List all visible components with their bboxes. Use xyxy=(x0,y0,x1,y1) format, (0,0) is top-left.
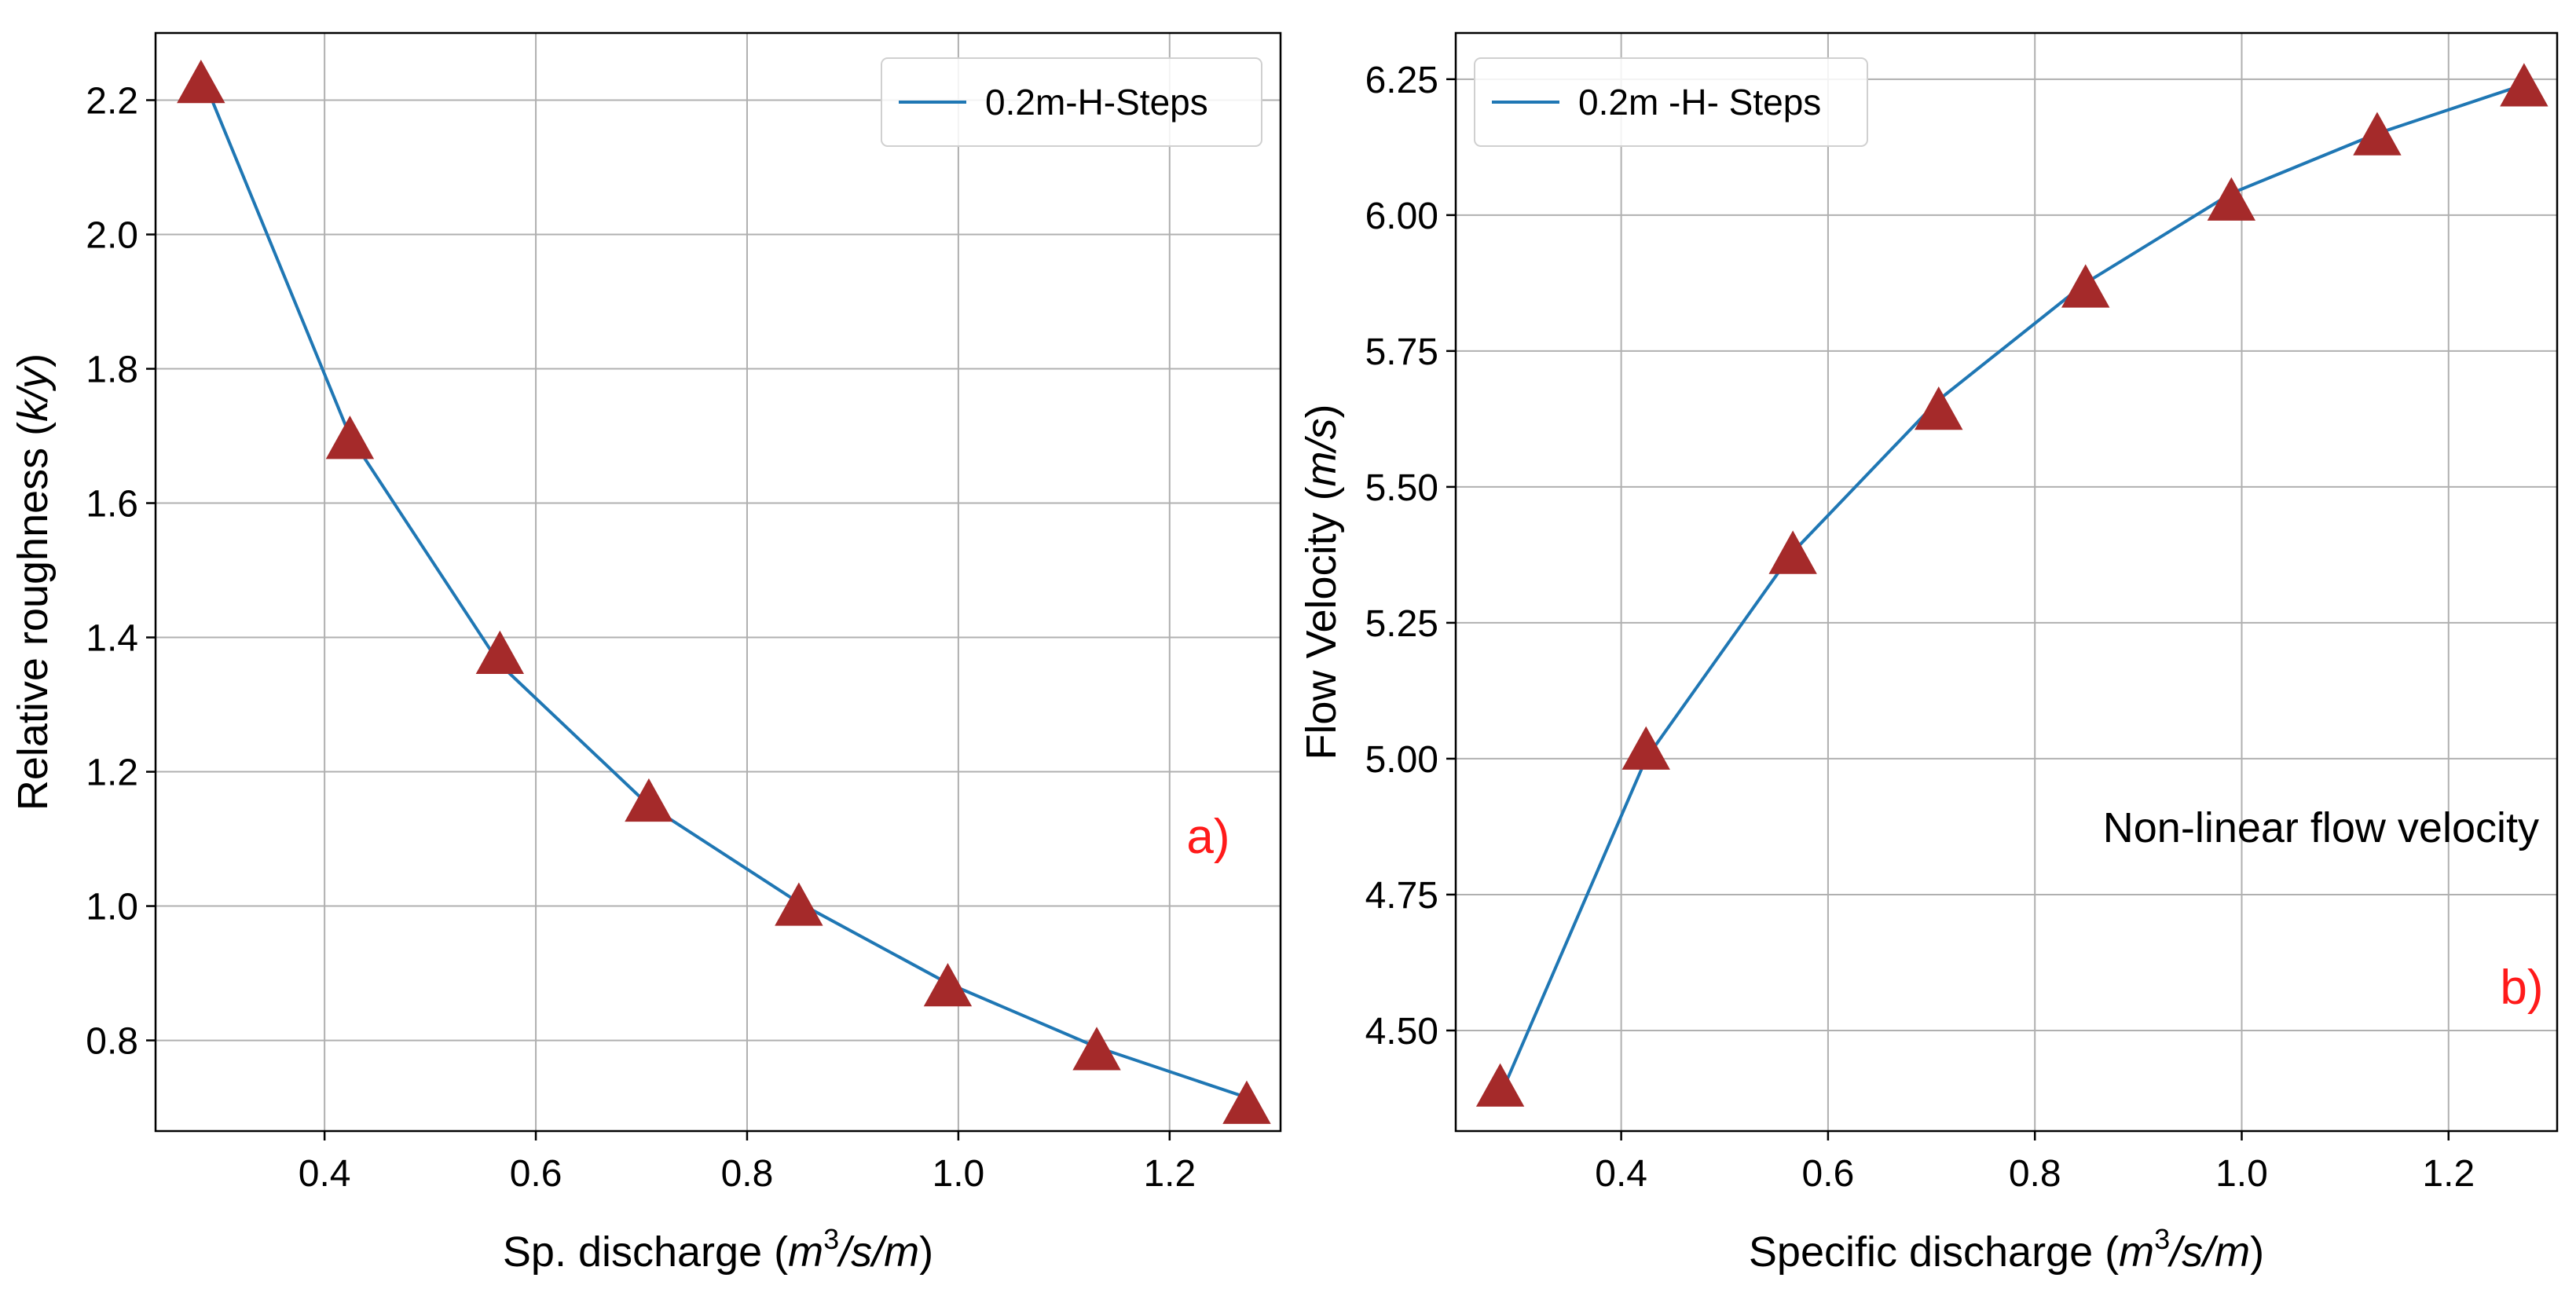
y-tick-label: 5.00 xyxy=(1365,739,1438,781)
y-tick-label: 2.0 xyxy=(86,215,138,257)
data-point-marker xyxy=(177,59,225,104)
x-axis-label-unit: m xyxy=(788,1228,823,1276)
legend: 0.2m-H-Steps xyxy=(881,57,1262,147)
data-point-marker xyxy=(625,778,673,822)
data-point-marker xyxy=(2207,177,2256,221)
y-tick-label: 1.8 xyxy=(86,350,138,391)
data-point-marker xyxy=(2353,112,2402,156)
series-line xyxy=(199,72,1248,1100)
x-axis-label-prefix: Sp. discharge ( xyxy=(503,1228,788,1276)
y-axis-label-prefix: Flow Velocity ( xyxy=(1298,486,1345,760)
data-point-marker xyxy=(1475,1063,1525,1107)
x-axis-label-prefix: Specific discharge ( xyxy=(1749,1228,2119,1276)
x-axis-label-unit-rest: /s/m xyxy=(2167,1228,2250,1276)
data-point-marker xyxy=(1768,530,1817,574)
data-point-marker xyxy=(1072,1027,1121,1071)
chart-panel-b: 0.4 0.6 0.8 1.0 1.2 4.50 4.75 5.00 5.25 5.50 5.75 6… xyxy=(1298,31,2559,1276)
data-point-marker xyxy=(1621,726,1670,770)
y-tick-label: 0.8 xyxy=(86,1021,138,1063)
x-tick-label: 0.8 xyxy=(721,1153,774,1195)
y-axis-label-prefix: Relative roughness ( xyxy=(9,422,57,811)
y-tick-label: 1.2 xyxy=(86,752,138,794)
y-tick-label: 5.25 xyxy=(1365,603,1438,645)
x-tick-label: 0.6 xyxy=(510,1153,562,1195)
y-tick-label: 6.00 xyxy=(1365,196,1438,237)
x-tick-label: 0.8 xyxy=(2009,1153,2061,1195)
axes-frame xyxy=(154,31,1282,1133)
y-axis-label-close: ) xyxy=(9,353,57,368)
data-point-marker xyxy=(923,963,973,1007)
y-tick-label: 4.75 xyxy=(1365,875,1438,917)
x-tick-label: 1.2 xyxy=(1143,1153,1196,1195)
y-tick-label: 1.4 xyxy=(86,618,138,660)
y-axis-label: Relative roughness (k/y) xyxy=(9,353,57,811)
x-tick-label: 1.2 xyxy=(2422,1153,2475,1195)
y-tick-label: 4.50 xyxy=(1365,1011,1438,1053)
y-axis-label: Flow Velocity (m/s) xyxy=(1298,404,1345,760)
y-tick-label: 5.75 xyxy=(1365,331,1438,373)
legend-box xyxy=(1474,57,1868,147)
x-tick-label: 0.4 xyxy=(299,1153,351,1195)
x-tick-label: 1.0 xyxy=(933,1153,985,1195)
series-line xyxy=(1498,82,2525,1096)
data-point-marker xyxy=(1915,386,1963,430)
y-tick-label: 1.0 xyxy=(86,887,138,928)
x-axis-label-superscript: 3 xyxy=(2154,1223,2170,1255)
data-point-marker xyxy=(2061,264,2110,308)
y-axis-label-unit: m/s xyxy=(1298,418,1345,486)
x-axis-label-superscript: 3 xyxy=(823,1223,839,1255)
data-point-marker xyxy=(1222,1080,1271,1124)
y-tick-label: 1.6 xyxy=(86,484,138,525)
legend-box xyxy=(881,57,1262,147)
data-point-marker xyxy=(475,630,525,675)
panel-tag: a) xyxy=(1186,810,1229,864)
x-tick-label: 1.0 xyxy=(2215,1153,2268,1195)
y-axis-label-close: ) xyxy=(1298,404,1345,418)
x-tick-label: 0.6 xyxy=(1802,1153,1855,1195)
panel-tag: b) xyxy=(2500,961,2543,1015)
data-point-marker xyxy=(2500,63,2549,107)
x-axis-label-unit-rest: /s/m xyxy=(836,1228,919,1276)
y-axis-label-unit: k/y xyxy=(9,365,57,422)
x-axis-label-unit: m xyxy=(2119,1228,2154,1276)
annotation-text: Non-linear flow velocity xyxy=(2103,804,2539,851)
chart-panel-a: 0.4 0.6 0.8 1.0 1.2 0.8 1.0 1.2 1.4 1.6 1.8 2.0 2.2 0… xyxy=(9,31,1282,1276)
y-tick-label: 2.2 xyxy=(86,81,138,123)
x-axis-label: Specific discharge (m3/s/m) xyxy=(1749,1223,2264,1276)
x-axis-label-close: ) xyxy=(919,1228,933,1276)
y-tick-label: 5.50 xyxy=(1365,467,1438,509)
legend: 0.2m -H- Steps xyxy=(1474,57,1868,147)
legend-label: 0.2m -H- Steps xyxy=(1578,82,1821,123)
legend-label: 0.2m-H-Steps xyxy=(985,82,1208,123)
x-axis-label-close: ) xyxy=(2250,1228,2264,1276)
data-point-marker xyxy=(325,416,375,459)
axes-frame xyxy=(1454,31,2559,1133)
x-tick-label: 0.4 xyxy=(1595,1153,1647,1195)
y-tick-label: 6.25 xyxy=(1365,60,1438,101)
x-axis-label: Sp. discharge (m3/s/m) xyxy=(503,1223,933,1276)
data-point-marker xyxy=(775,882,823,926)
